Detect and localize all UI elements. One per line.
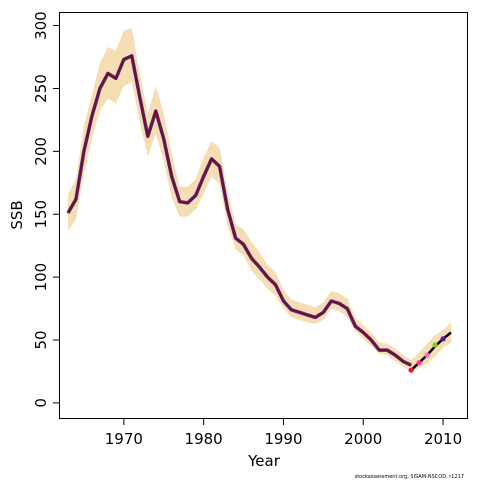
retro-point [424, 352, 430, 358]
plot-frame [59, 12, 468, 419]
y-tick-label: 0 [32, 398, 50, 408]
x-axis: 1970 1980 1990 2000 2010 [105, 418, 462, 448]
y-tick-label: 50 [32, 330, 50, 349]
x-tick-label: 1990 [264, 430, 302, 448]
x-tick-label: 1980 [185, 430, 223, 448]
confidence-band-layer [68, 28, 451, 373]
x-tick-label: 2010 [424, 430, 462, 448]
retro-points-layer [408, 336, 446, 373]
y-axis-title: SSB [8, 200, 26, 229]
y-tick-label: 100 [32, 263, 50, 292]
estimate-line [67, 54, 412, 367]
retro-point [440, 336, 446, 342]
credit-text: stockassessment.org, SISAM-NSCOD, r1217 [355, 474, 464, 480]
y-tick-label: 300 [32, 11, 50, 40]
estimate-line-shadow [66, 54, 412, 367]
y-axis: 0 50 100 150 200 250 300 [32, 11, 60, 408]
y-tick-label: 150 [32, 200, 50, 229]
x-axis-title: Year [247, 452, 281, 470]
series-line-layer [66, 54, 452, 372]
retro-point [416, 360, 422, 366]
confidence-band [68, 28, 451, 373]
y-tick-label: 200 [32, 137, 50, 166]
retro-point [432, 342, 438, 348]
x-tick-label: 2000 [344, 430, 382, 448]
retro-point [408, 367, 414, 373]
x-tick-label: 1970 [105, 430, 143, 448]
y-tick-label: 250 [32, 74, 50, 103]
